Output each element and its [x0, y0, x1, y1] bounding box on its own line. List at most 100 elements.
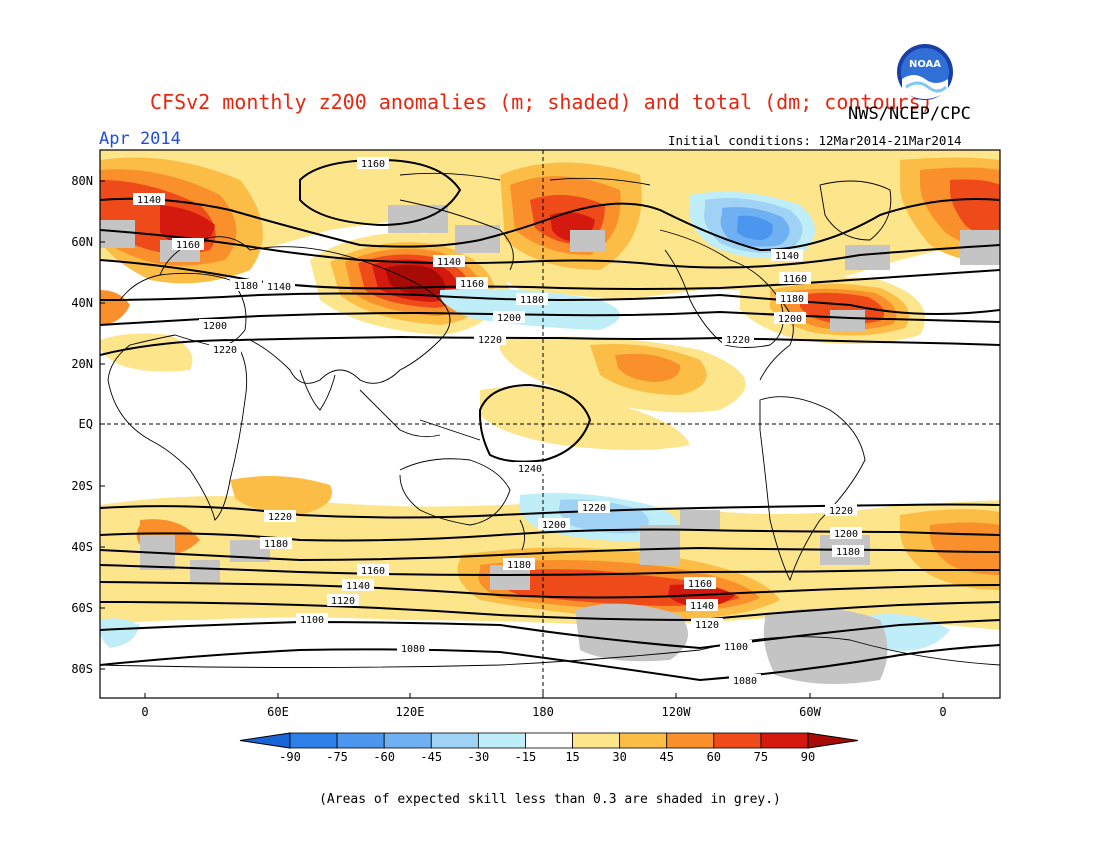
colorbar-tick-label: -90 — [279, 750, 301, 764]
contour-label-bg — [209, 343, 241, 355]
lon-tick-label: 180 — [532, 705, 554, 719]
contour-label-bg — [357, 157, 389, 169]
contour-label: 1180 — [234, 281, 258, 292]
contour-label-bg — [776, 292, 808, 304]
contour-label-bg — [230, 279, 262, 291]
lon-tick-label: 60W — [799, 705, 821, 719]
contour-label-bg — [686, 599, 718, 611]
contour-label: 1160 — [783, 274, 807, 285]
contour-labels: 1120 1140 1160 1140 1160 1180 1200 1220 1140 1160… — [133, 157, 864, 687]
colorbar-swatch — [289, 732, 338, 749]
colorbar-swatch — [572, 732, 621, 749]
contour-label: 1140 — [346, 581, 370, 592]
contour-label-bg — [720, 640, 752, 652]
contour-label: 1140 — [267, 282, 291, 293]
lat-tick-label: 60S — [71, 601, 93, 615]
forecast-month: Apr 2014 — [99, 129, 181, 149]
colorbar-tick-label: 45 — [660, 750, 674, 764]
contour-label-bg — [514, 462, 546, 474]
contour-label-bg — [260, 537, 292, 549]
contour-label: 1100 — [724, 642, 748, 653]
contour-label-bg — [578, 501, 610, 513]
contour-label-bg — [832, 545, 864, 557]
colorbar-tick-label: 75 — [754, 750, 768, 764]
contour-label-bg — [503, 558, 535, 570]
lon-tick-label: 60E — [267, 705, 289, 719]
contour-label: 1220 — [726, 335, 750, 346]
lon-tick-label: 0 — [141, 705, 148, 719]
contour-label: 1180 — [507, 560, 531, 571]
contour-label-bg — [342, 579, 374, 591]
contour-label-bg — [771, 249, 803, 261]
contour-label: 1180 — [780, 294, 804, 305]
contour-label-bg — [684, 577, 716, 589]
contour-label-bg — [729, 674, 761, 686]
low-skill-mask — [100, 205, 1000, 684]
contour-label: 1080 — [733, 676, 757, 687]
contour-label-bg — [327, 594, 359, 606]
contour-label-bg — [516, 293, 548, 305]
contour-label: 1220 — [582, 503, 606, 514]
contour-label-bg — [456, 277, 488, 289]
contour-label: 1140 — [137, 195, 161, 206]
contour-label-bg — [538, 518, 570, 530]
lat-tick-label: 80N — [71, 174, 93, 188]
contour-label: 1120 — [331, 596, 355, 607]
contour-label: 1160 — [176, 240, 200, 251]
colorbar-tick-label: 15 — [565, 750, 579, 764]
colorbar-swatch — [619, 732, 668, 749]
lat-tick-label: 20N — [71, 357, 93, 371]
contour-label: 1200 — [203, 321, 227, 332]
contour-label: 1220 — [478, 335, 502, 346]
contour-label: 1220 — [213, 345, 237, 356]
contour-label: 1140 — [690, 601, 714, 612]
noaa-logo-icon: NOAA — [897, 44, 953, 100]
colorbar-tick-label: 30 — [612, 750, 626, 764]
contour-label-bg — [722, 333, 754, 345]
contour-label: 1200 — [542, 520, 566, 531]
contour-label: 1220 — [829, 506, 853, 517]
contour-label: 1200 — [778, 314, 802, 325]
colorbar-swatch — [760, 732, 809, 749]
contour-label-bg — [357, 564, 389, 576]
colorbar-swatch — [666, 732, 715, 749]
contour-label-bg — [493, 311, 525, 323]
contour-label: 1160 — [688, 579, 712, 590]
lat-tick-label: EQ — [79, 417, 93, 431]
skill-footnote: (Areas of expected skill less than 0.3 a… — [319, 792, 781, 807]
contour-label-bg — [830, 527, 862, 539]
contour-label-bg — [825, 504, 857, 516]
colorbar-tick-label: -75 — [326, 750, 348, 764]
contour-label-bg — [774, 312, 806, 324]
longitude-axis: 0 60E 120E 180 120W 60W 0 — [141, 693, 947, 719]
contour-label-bg — [263, 280, 295, 292]
colorbar-tick-label: 90 — [801, 750, 815, 764]
colorbar-tick-label: -60 — [373, 750, 395, 764]
colorbar-tick-label: -15 — [515, 750, 537, 764]
lat-tick-label: 40N — [71, 296, 93, 310]
contour-label: 1200 — [834, 529, 858, 540]
contour-label: 1160 — [460, 279, 484, 290]
contour-label: 1100 — [300, 615, 324, 626]
contour-label-bg — [779, 272, 811, 284]
colorbar-swatch — [430, 732, 479, 749]
latitude-axis: 80N 60N 40N 20N EQ 20S 40S 60S 80S — [71, 174, 105, 676]
lat-tick-label: 20S — [71, 479, 93, 493]
contour-label-bg — [433, 255, 465, 267]
colorbar-tick-label: -30 — [468, 750, 490, 764]
lat-tick-label: 80S — [71, 662, 93, 676]
contour-label-bg — [264, 510, 296, 522]
contour-label-bg — [133, 193, 165, 205]
contour-label-bg — [691, 618, 723, 630]
contour-label-bg — [397, 642, 429, 654]
chart-title: CFSv2 monthly z200 anomalies (m; shaded)… — [150, 90, 933, 114]
colorbar-swatch — [383, 732, 432, 749]
contour-label-bg — [172, 238, 204, 250]
colorbar-max-arrow — [807, 732, 859, 749]
contour-label: 1180 — [520, 295, 544, 306]
contour-label: 1140 — [775, 251, 799, 262]
lon-tick-label: 0 — [939, 705, 946, 719]
contour-label: 1140 — [437, 257, 461, 268]
logo-text: NOAA — [909, 59, 941, 70]
